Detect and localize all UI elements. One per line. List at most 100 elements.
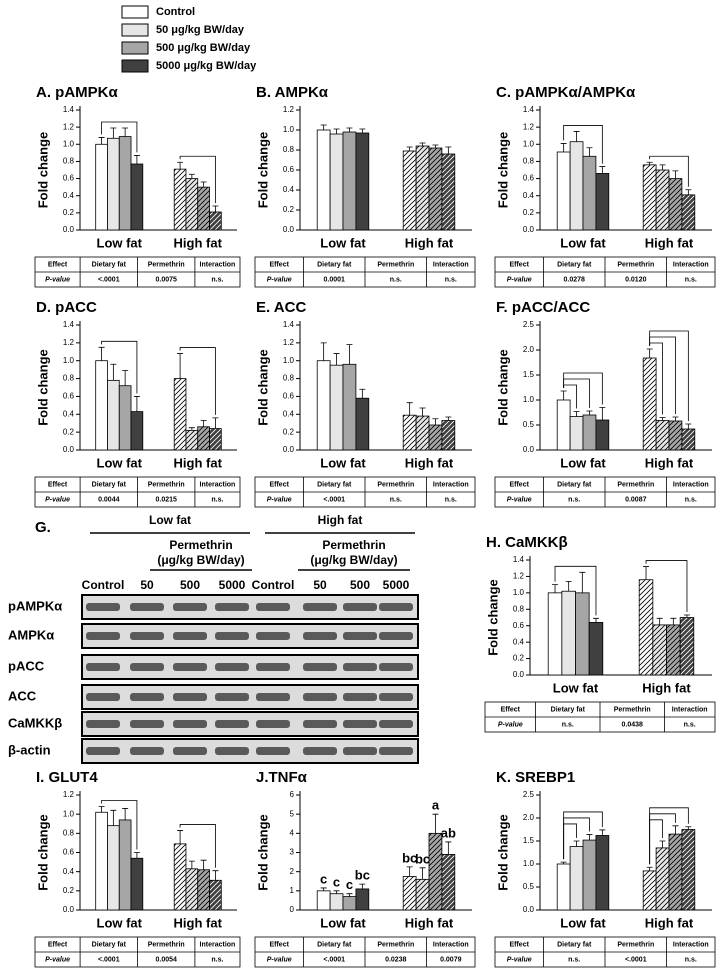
bar bbox=[402, 414, 417, 451]
bar bbox=[595, 419, 610, 451]
table-header: Effect bbox=[509, 941, 529, 948]
y-axis-label: Fold change bbox=[35, 349, 50, 426]
y-tick-label: 0.2 bbox=[523, 208, 535, 217]
y-tick-label: 1.5 bbox=[523, 370, 535, 379]
table-cell: P-value bbox=[507, 956, 532, 963]
y-tick-label: 0.0 bbox=[283, 445, 295, 454]
treatment-label: (μg/kg BW/day) bbox=[157, 553, 244, 567]
error-bar bbox=[406, 402, 413, 416]
y-tick-label: 0.0 bbox=[63, 445, 75, 454]
significance-letter: c bbox=[333, 874, 340, 889]
blot-band bbox=[173, 720, 207, 728]
y-tick-label: 0.4 bbox=[283, 409, 295, 418]
y-axis-label: Fold change bbox=[255, 132, 270, 209]
row-label: AMPKα bbox=[8, 627, 54, 642]
bar bbox=[428, 424, 443, 451]
error-bar bbox=[98, 806, 105, 813]
error-bar bbox=[560, 390, 567, 400]
y-tick-label: 0.0 bbox=[63, 225, 75, 234]
treatment-label: Permethrin bbox=[322, 538, 385, 552]
error-bar bbox=[419, 867, 426, 880]
table-header: Permethrin bbox=[617, 261, 654, 268]
y-tick-label: 1.0 bbox=[63, 809, 75, 818]
blot-band bbox=[343, 663, 377, 671]
bar bbox=[415, 415, 430, 451]
error-bar bbox=[333, 353, 340, 366]
y-tick-label: 0.8 bbox=[283, 374, 295, 383]
bar bbox=[582, 155, 597, 231]
bar bbox=[441, 153, 456, 231]
lane-label: 50 bbox=[313, 578, 327, 592]
bar bbox=[329, 133, 344, 231]
lane-label: Control bbox=[252, 578, 295, 592]
category-label: Low fat bbox=[560, 915, 606, 930]
error-bar bbox=[672, 416, 679, 421]
y-tick-label: 0.6 bbox=[513, 621, 525, 630]
bar bbox=[329, 893, 344, 911]
table-header: Interaction bbox=[673, 481, 709, 488]
error-bar bbox=[445, 416, 452, 421]
bar bbox=[342, 131, 357, 231]
y-tick-label: 0.4 bbox=[63, 191, 75, 200]
blot-band bbox=[303, 720, 337, 728]
panel-title: J.TNFα bbox=[256, 769, 308, 786]
table-cell: n.s. bbox=[568, 496, 580, 503]
y-tick-label: 3 bbox=[290, 848, 295, 857]
bar bbox=[681, 194, 696, 231]
table-cell: 0.0075 bbox=[155, 276, 177, 283]
y-tick-label: 0.5 bbox=[523, 882, 535, 891]
blot-band bbox=[215, 663, 249, 671]
y-tick-label: 0.8 bbox=[63, 374, 75, 383]
bar bbox=[316, 360, 331, 451]
bar bbox=[415, 878, 430, 911]
category-label: Low fat bbox=[320, 915, 366, 930]
blot-band bbox=[379, 603, 413, 611]
y-tick-label: 1.2 bbox=[63, 790, 75, 799]
y-tick-label: 1.2 bbox=[63, 338, 75, 347]
error-bar bbox=[212, 205, 219, 212]
legend-label: 50 μg/kg BW/day bbox=[156, 24, 245, 36]
error-bar bbox=[188, 173, 195, 179]
bar bbox=[666, 624, 681, 676]
blot-band bbox=[215, 747, 249, 755]
y-tick-label: 1.0 bbox=[63, 139, 75, 148]
table-header: Permethrin bbox=[617, 941, 654, 948]
bar bbox=[185, 868, 199, 911]
bar bbox=[569, 141, 584, 231]
blot-band bbox=[343, 603, 377, 611]
y-tick-label: 0.8 bbox=[63, 828, 75, 837]
y-tick-label: 2.0 bbox=[523, 345, 535, 354]
bar bbox=[638, 579, 654, 676]
blot-band bbox=[215, 603, 249, 611]
bar bbox=[118, 385, 132, 451]
blot-band bbox=[256, 603, 290, 611]
error-bar bbox=[599, 166, 606, 174]
bar bbox=[415, 145, 430, 231]
significance-bracket bbox=[563, 125, 603, 164]
blot-band bbox=[86, 720, 120, 728]
bar bbox=[107, 825, 120, 911]
panel-title: B. AMPKα bbox=[256, 84, 329, 101]
y-tick-label: 4 bbox=[290, 828, 295, 837]
error-bar bbox=[346, 127, 353, 132]
table-cell: <.0001 bbox=[323, 496, 345, 503]
category-label: Low fat bbox=[320, 235, 366, 250]
table-cell: 0.0054 bbox=[155, 956, 177, 963]
table-cell: n.s. bbox=[211, 276, 223, 283]
blot-band bbox=[379, 632, 413, 640]
blot-band bbox=[303, 693, 337, 701]
table-cell: 0.0001 bbox=[323, 276, 345, 283]
y-tick-label: 1.4 bbox=[523, 105, 535, 114]
table-header: Interaction bbox=[433, 481, 469, 488]
legend-label: 5000 μg/kg BW/day bbox=[156, 60, 257, 72]
bar bbox=[679, 617, 695, 676]
blot-band bbox=[173, 747, 207, 755]
category-label: High fat bbox=[645, 915, 694, 930]
table-header: Effect bbox=[269, 941, 289, 948]
y-tick-label: 0.6 bbox=[63, 174, 75, 183]
error-bar bbox=[432, 418, 439, 425]
bar bbox=[655, 169, 670, 231]
error-bar bbox=[672, 170, 679, 179]
table-cell: n.s. bbox=[684, 721, 696, 728]
error-bar bbox=[586, 147, 593, 157]
